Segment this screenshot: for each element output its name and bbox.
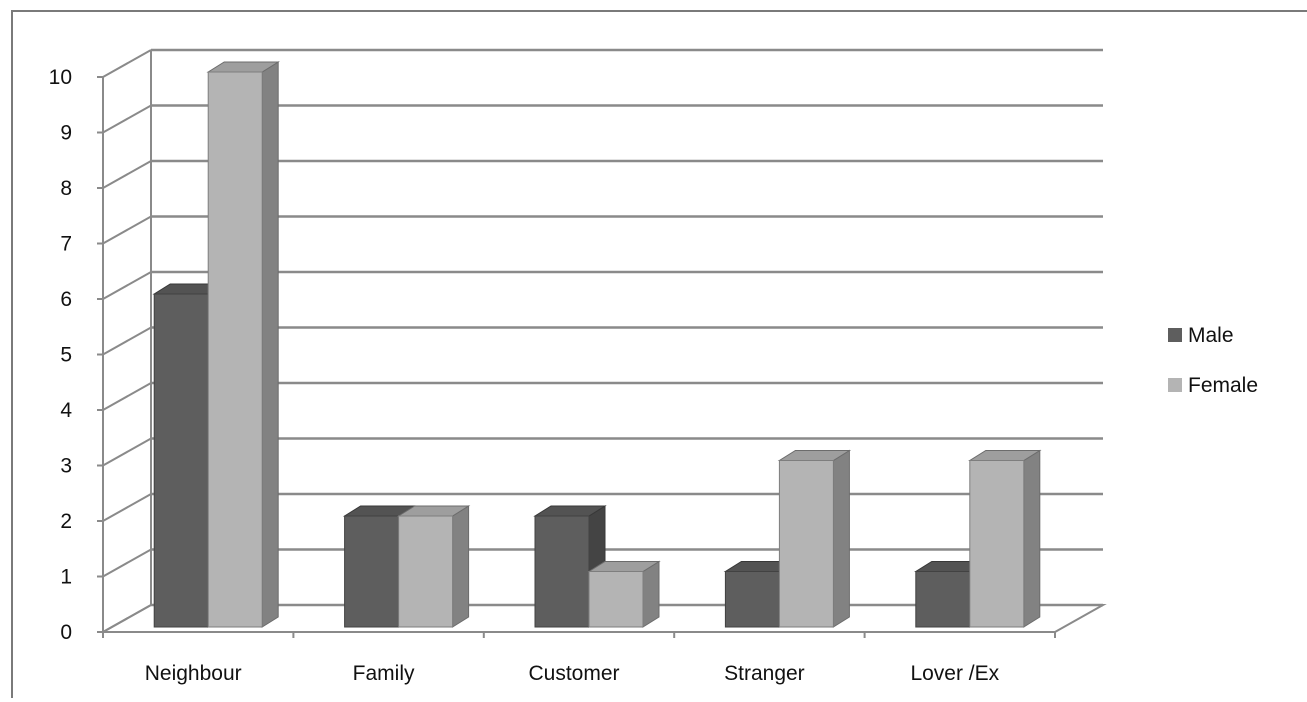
bar-front bbox=[724, 571, 780, 628]
x-axis-labels: Neighbour Family Customer Stranger Lover /Ex bbox=[145, 662, 1000, 685]
chart-frame bbox=[11, 10, 1307, 698]
y-tick-label: 7 bbox=[60, 233, 72, 256]
y-tick-label: 10 bbox=[49, 66, 72, 89]
bar-front bbox=[778, 460, 834, 628]
bar-side bbox=[261, 61, 279, 628]
bar-side bbox=[452, 505, 470, 628]
bar-front bbox=[588, 571, 644, 628]
bar-front bbox=[534, 515, 590, 628]
bar-front bbox=[153, 293, 209, 628]
y-tick-label: 9 bbox=[60, 122, 72, 145]
x-tick-label: Family bbox=[353, 662, 415, 685]
x-tick-label: Customer bbox=[528, 662, 619, 685]
legend-swatch bbox=[1168, 378, 1182, 392]
x-tick-label: Stranger bbox=[724, 662, 805, 685]
gridlines bbox=[102, 48, 1103, 638]
bar-side bbox=[642, 560, 660, 628]
bar-female-lover-ex bbox=[968, 449, 1042, 628]
gridline-side bbox=[102, 548, 152, 578]
bar-female-customer bbox=[587, 560, 661, 628]
gridline-side bbox=[102, 215, 152, 245]
x-tick-label: Neighbour bbox=[145, 662, 242, 685]
bar-female-family bbox=[396, 505, 471, 628]
gridline-side bbox=[102, 160, 152, 189]
bar-female-stranger bbox=[777, 449, 852, 628]
bar-side bbox=[1023, 449, 1041, 628]
gridline-side bbox=[102, 326, 152, 356]
bar-front bbox=[344, 515, 400, 628]
gridline-side bbox=[102, 604, 152, 633]
y-tick-label: 3 bbox=[60, 455, 72, 478]
gridline-side bbox=[102, 49, 152, 78]
gridline-side bbox=[102, 104, 152, 134]
bars bbox=[152, 61, 1042, 628]
bar-front bbox=[915, 571, 971, 628]
bar-side bbox=[832, 449, 850, 628]
legend-swatch bbox=[1168, 328, 1182, 342]
gridline-side bbox=[102, 271, 152, 300]
y-tick-label: 1 bbox=[60, 566, 72, 589]
legend: Male Female bbox=[1168, 324, 1258, 397]
legend-item-male: Male bbox=[1168, 324, 1234, 347]
legend-label: Male bbox=[1188, 324, 1234, 347]
bar-front bbox=[969, 460, 1025, 628]
bar-female-neighbour bbox=[206, 61, 280, 628]
x-tick-label: Lover /Ex bbox=[910, 662, 999, 685]
legend-label: Female bbox=[1188, 374, 1258, 397]
y-tick-label: 2 bbox=[60, 510, 72, 533]
y-axis-ticks: 0 1 2 3 4 5 6 7 8 9 10 bbox=[49, 66, 103, 644]
gridline-side bbox=[102, 382, 152, 411]
bar-front bbox=[207, 71, 263, 628]
gridline-side bbox=[102, 493, 152, 522]
y-tick-label: 0 bbox=[60, 621, 72, 644]
legend-item-female: Female bbox=[1168, 374, 1258, 397]
y-tick-label: 8 bbox=[60, 177, 72, 200]
y-tick-label: 5 bbox=[60, 344, 72, 367]
y-tick-label: 4 bbox=[60, 399, 72, 422]
y-tick-label: 6 bbox=[60, 288, 72, 311]
gridline-side bbox=[102, 437, 152, 467]
bar-front bbox=[398, 515, 454, 628]
